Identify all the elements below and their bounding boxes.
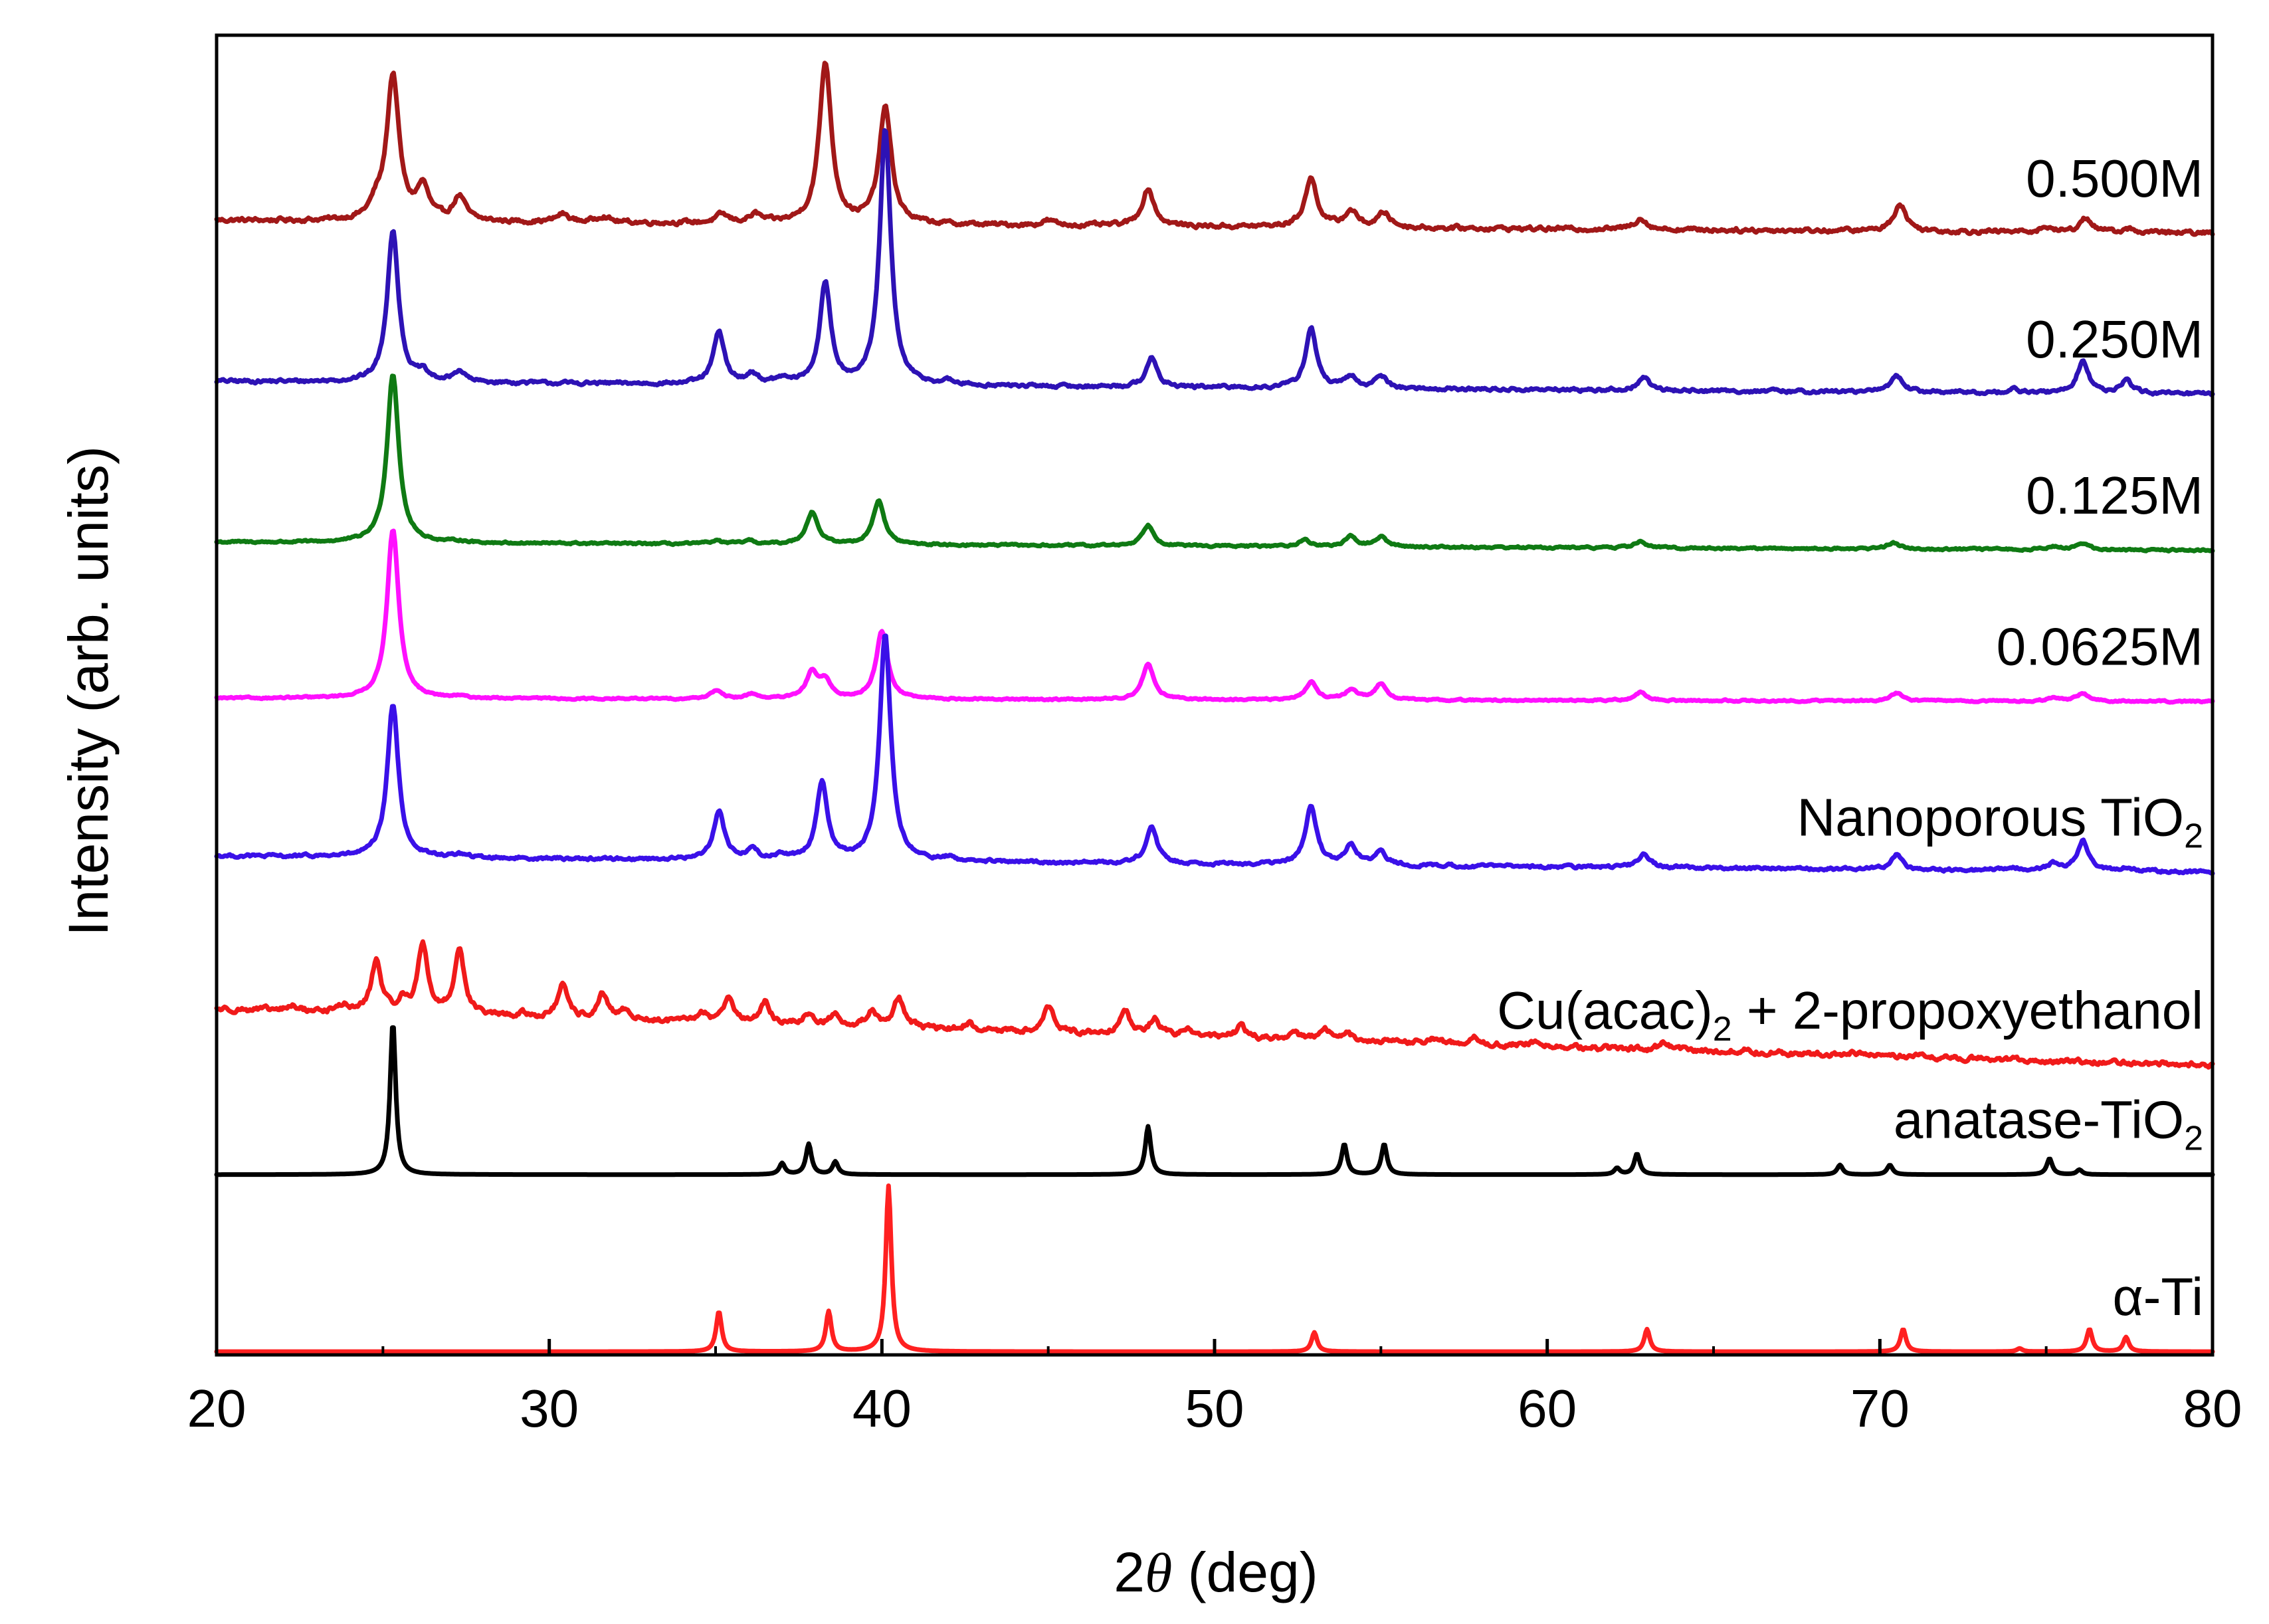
series-label-4: Nanoporous TiO2: [1797, 787, 2203, 855]
series-label-3: 0.0625M: [1997, 617, 2203, 676]
series-labels-layer: 0.500M 0.250M 0.125M 0.0625M Nanoporous TiO2…: [1497, 149, 2203, 1326]
series-label-2: 0.125M: [2026, 466, 2203, 525]
series-line-0: [214, 60, 2215, 237]
y-axis-title: Intensity (arb. units): [57, 446, 120, 936]
series-line-3: [214, 528, 2215, 705]
series-line-7: [214, 1183, 2215, 1354]
traces-layer: [214, 60, 2215, 1354]
x-axis-title-suffix: (deg): [1172, 1541, 1318, 1603]
series-label-6: anatase-TiO2: [1894, 1090, 2203, 1158]
series-label-0: 0.500M: [2026, 149, 2203, 208]
series-line-6: [214, 1025, 2215, 1177]
x-axis-title-theta: θ: [1145, 1542, 1172, 1604]
x-tick-label-2: 40: [852, 1379, 912, 1438]
x-tick-label-3: 50: [1185, 1379, 1244, 1438]
series-line-4: [214, 633, 2215, 876]
x-axis-title-prefix: 2: [1114, 1541, 1145, 1603]
x-tick-label-0: 20: [187, 1379, 247, 1438]
x-tick-label-4: 60: [1518, 1379, 1577, 1438]
x-axis-ticks: 20 30 40 50 60 70 80: [187, 1339, 2242, 1438]
series-line-2: [214, 373, 2215, 554]
x-tick-label-6: 80: [2183, 1379, 2242, 1438]
series-line-1: [214, 128, 2215, 397]
series-label-1: 0.250M: [2026, 310, 2203, 369]
series-label-7: α-Ti: [2112, 1267, 2203, 1326]
x-tick-label-5: 70: [1850, 1379, 1910, 1438]
x-axis-title: 2θ (deg): [1114, 1541, 1318, 1604]
x-tick-label-1: 30: [520, 1379, 579, 1438]
plot-frame: [215, 33, 2215, 1357]
series-line-5: [214, 939, 2215, 1070]
series-label-5: Cu(acac)2 + 2-propoxyethanol: [1497, 981, 2203, 1049]
